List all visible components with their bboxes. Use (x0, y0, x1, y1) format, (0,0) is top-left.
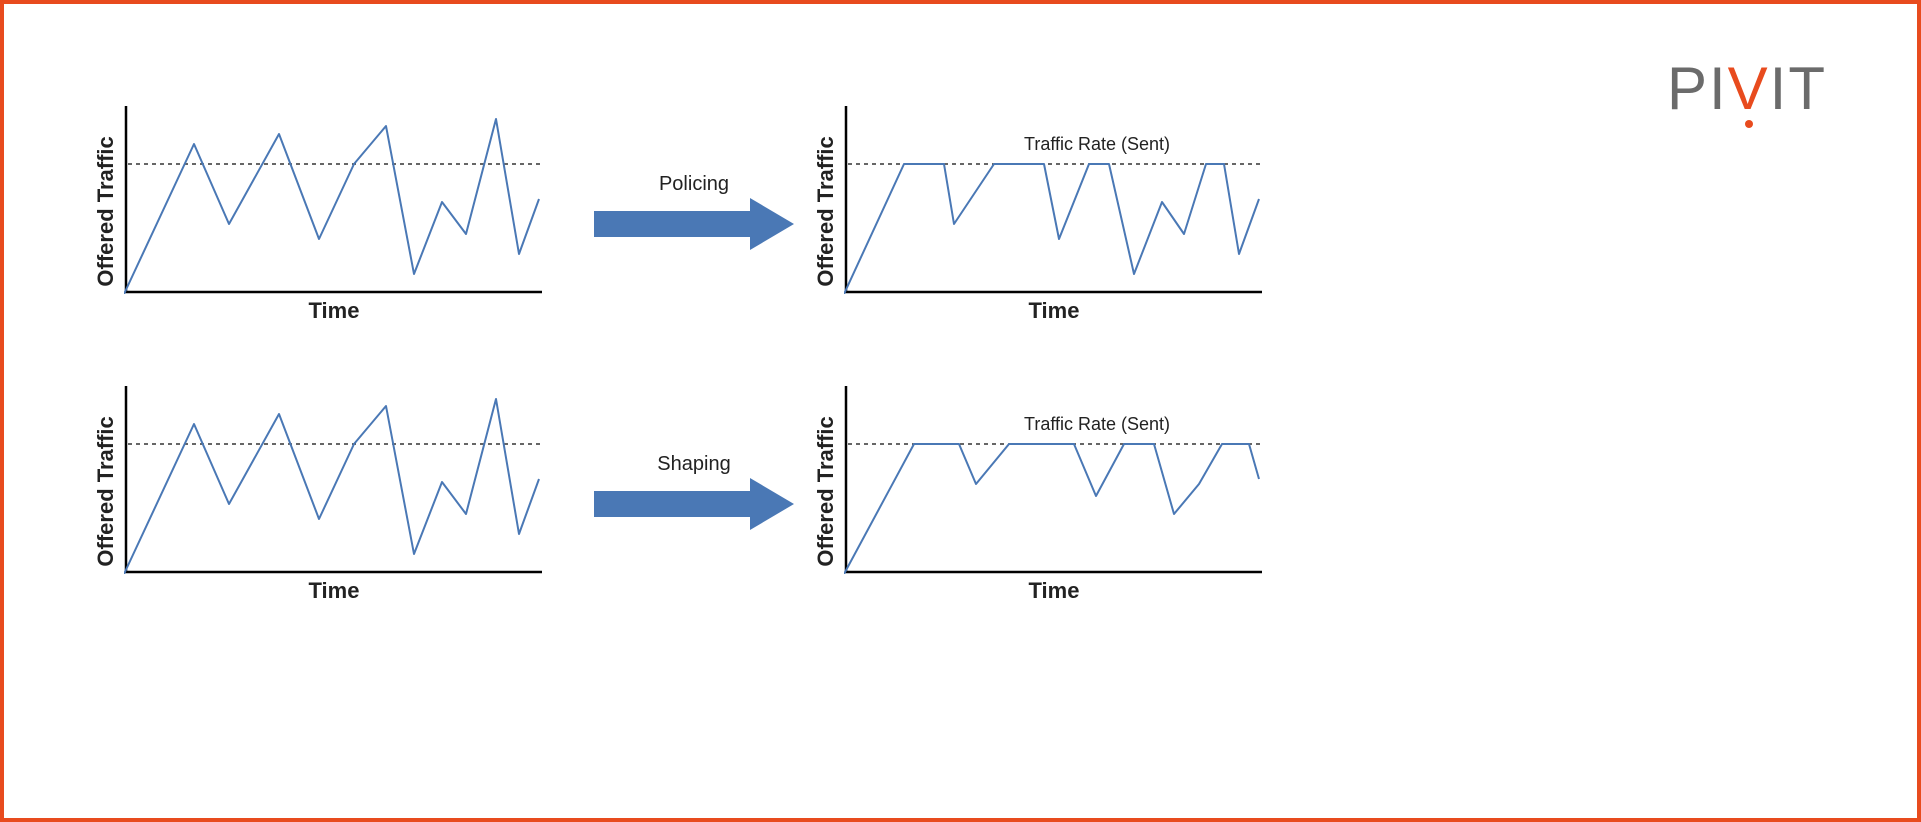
arrow-label: Shaping (564, 453, 824, 476)
chart-offered-2: Offered Traffic Time (124, 384, 544, 604)
xlabel: Time (844, 298, 1264, 324)
arrow-icon (594, 198, 794, 250)
ylabel: Offered Traffic (93, 416, 119, 566)
chart-svg (844, 384, 1264, 574)
chart-svg (124, 384, 544, 574)
arrow-policing: Policing (564, 173, 824, 255)
row-policing: Offered Traffic Time Policing Offered Tr… (124, 104, 1797, 324)
xlabel: Time (124, 298, 544, 324)
chart-offered-1: Offered Traffic Time (124, 104, 544, 324)
arrow-label: Policing (564, 173, 824, 196)
content-area: Offered Traffic Time Policing Offered Tr… (124, 104, 1797, 758)
diagram-frame: PIVIT Offered Traffic Time Policing Offe… (0, 0, 1921, 822)
xlabel: Time (124, 578, 544, 604)
annot-traffic-rate: Traffic Rate (Sent) (1024, 134, 1170, 155)
chart-svg (844, 104, 1264, 294)
arrow-shaping: Shaping (564, 453, 824, 535)
ylabel: Offered Traffic (813, 136, 839, 286)
chart-policed: Offered Traffic Traffic Rate (Sent) Time (844, 104, 1264, 324)
chart-shaped: Offered Traffic Traffic Rate (Sent) Time (844, 384, 1264, 604)
xlabel: Time (844, 578, 1264, 604)
annot-traffic-rate: Traffic Rate (Sent) (1024, 414, 1170, 435)
ylabel: Offered Traffic (93, 136, 119, 286)
ylabel: Offered Traffic (813, 416, 839, 566)
row-shaping: Offered Traffic Time Shaping Offered Tra… (124, 384, 1797, 604)
chart-svg (124, 104, 544, 294)
arrow-icon (594, 478, 794, 530)
